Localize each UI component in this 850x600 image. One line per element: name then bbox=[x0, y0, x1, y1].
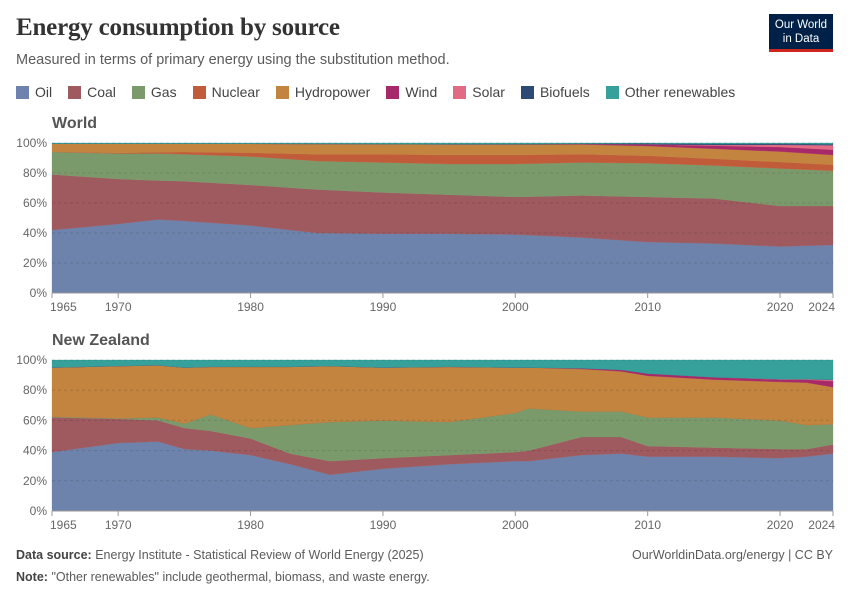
y-tick-label: 40% bbox=[23, 226, 47, 240]
legend-item-other-renewables[interactable]: Other renewables bbox=[605, 84, 736, 100]
legend-label: Coal bbox=[87, 84, 116, 100]
y-tick-label: 100% bbox=[16, 136, 47, 150]
legend-label: Hydropower bbox=[294, 84, 371, 100]
area-other-renewables bbox=[51, 359, 834, 380]
x-tick-label: 2010 bbox=[634, 518, 661, 532]
legend-label: Solar bbox=[472, 84, 505, 100]
area-other-renewables bbox=[51, 142, 834, 145]
legend-swatch bbox=[386, 85, 400, 99]
credit-link[interactable]: OurWorldinData.org/energy | CC BY bbox=[631, 548, 833, 562]
legend-item-biofuels[interactable]: Biofuels bbox=[520, 84, 590, 100]
legend-label: Nuclear bbox=[211, 84, 260, 100]
legend-label: Biofuels bbox=[539, 84, 590, 100]
legend-item-gas[interactable]: Gas bbox=[131, 84, 177, 100]
legend-item-oil[interactable]: Oil bbox=[16, 84, 52, 100]
legend-item-nuclear[interactable]: Nuclear bbox=[192, 84, 260, 100]
y-tick-label: 80% bbox=[23, 383, 47, 397]
x-tick-label: 2000 bbox=[502, 300, 529, 314]
y-tick-label: 80% bbox=[23, 166, 47, 180]
x-tick-label: 1990 bbox=[370, 518, 397, 532]
note: Note: "Other renewables" include geother… bbox=[16, 570, 430, 584]
x-tick-label: 1965 bbox=[50, 518, 77, 532]
y-tick-label: 100% bbox=[16, 353, 47, 367]
legend-swatch bbox=[68, 85, 82, 99]
legend-swatch bbox=[453, 85, 467, 99]
y-tick-label: 0% bbox=[30, 286, 48, 300]
legend-swatch bbox=[131, 85, 145, 99]
legend-swatch bbox=[16, 85, 29, 99]
note-text: "Other renewables" include geothermal, b… bbox=[51, 570, 430, 584]
x-tick-label: 2010 bbox=[634, 300, 661, 314]
legend-label: Wind bbox=[405, 84, 438, 100]
x-tick-label: 2020 bbox=[767, 300, 794, 314]
legend-item-solar[interactable]: Solar bbox=[453, 84, 505, 100]
legend: Oil Coal Gas Nuclear Hydropower Wind Solar Biof… bbox=[16, 84, 751, 100]
note-label: Note: bbox=[16, 570, 48, 584]
legend-item-hydropower[interactable]: Hydropower bbox=[275, 84, 371, 100]
y-tick-label: 60% bbox=[23, 413, 47, 427]
y-tick-label: 20% bbox=[23, 256, 47, 270]
source-text[interactable]: Energy Institute - Statistical Review of… bbox=[95, 548, 424, 562]
chart-subtitle: Measured in terms of primary energy usin… bbox=[16, 52, 450, 68]
y-tick-label: 0% bbox=[30, 504, 48, 518]
legend-item-wind[interactable]: Wind bbox=[386, 84, 437, 100]
x-tick-label: 1980 bbox=[237, 518, 264, 532]
legend-swatch bbox=[520, 85, 534, 99]
panel-title: World bbox=[52, 115, 97, 132]
chart-title: Energy consumption by source bbox=[16, 14, 340, 41]
x-tick-label: 2024 bbox=[808, 300, 835, 314]
legend-item-coal[interactable]: Coal bbox=[68, 84, 116, 100]
legend-swatch bbox=[275, 85, 289, 99]
data-source: Data source: Energy Institute - Statisti… bbox=[16, 548, 424, 562]
x-tick-label: 1970 bbox=[105, 518, 132, 532]
legend-label: Other renewables bbox=[624, 84, 736, 100]
y-tick-label: 60% bbox=[23, 196, 47, 210]
x-tick-label: 2020 bbox=[767, 518, 794, 532]
legend-label: Gas bbox=[150, 84, 177, 100]
x-tick-label: 1990 bbox=[370, 300, 397, 314]
source-label: Data source: bbox=[16, 548, 92, 562]
y-tick-label: 40% bbox=[23, 444, 47, 458]
x-tick-label: 1970 bbox=[105, 300, 132, 314]
x-tick-label: 1980 bbox=[237, 300, 264, 314]
legend-swatch bbox=[192, 85, 206, 99]
y-tick-label: 20% bbox=[23, 474, 47, 488]
x-tick-label: 1965 bbox=[50, 300, 77, 314]
legend-swatch bbox=[605, 85, 619, 99]
owid-logo[interactable]: Our World in Data bbox=[769, 14, 833, 52]
panel-title: New Zealand bbox=[52, 332, 150, 349]
legend-label: Oil bbox=[35, 84, 53, 100]
x-tick-label: 2000 bbox=[502, 518, 529, 532]
x-tick-label: 2024 bbox=[808, 518, 835, 532]
